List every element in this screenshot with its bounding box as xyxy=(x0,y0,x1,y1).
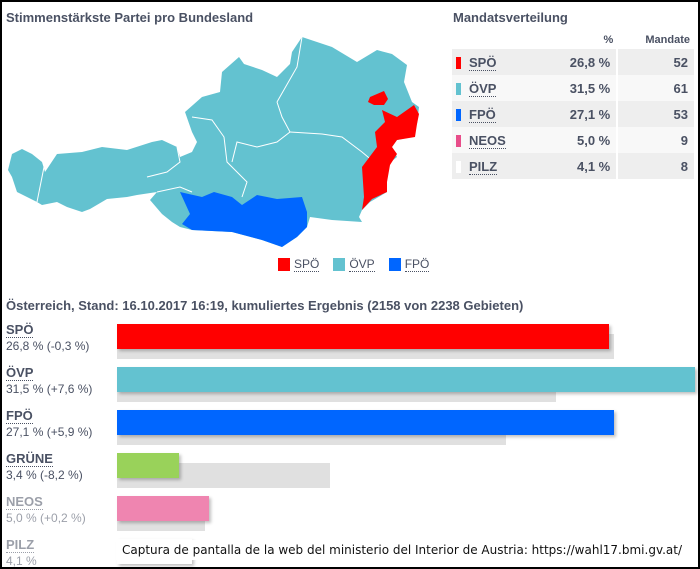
party-color-marker xyxy=(456,57,461,70)
party-name[interactable]: NEOS xyxy=(6,494,43,510)
result-bar[interactable] xyxy=(117,410,615,435)
mandate-row: NEOS 5,0 % 9 xyxy=(452,127,694,153)
result-row: ÖVP 31,5 % (+7,6 %) xyxy=(2,365,698,408)
legend-label[interactable]: FPÖ xyxy=(404,257,430,272)
region-fpoe[interactable] xyxy=(180,192,307,247)
party-seats: 61 xyxy=(617,75,694,101)
party-percent: 31,5 % xyxy=(539,75,619,101)
mandate-row: ÖVP 31,5 % 61 xyxy=(452,75,694,101)
party-result: 26,8 % (-0,3 %) xyxy=(6,339,90,353)
map-title: Stimmenstärkste Partei pro Bundesland xyxy=(6,10,254,25)
party-color-marker xyxy=(456,135,461,148)
party-name[interactable]: SPÖ xyxy=(6,322,34,338)
party-percent: 4,1 % xyxy=(539,153,619,179)
party-result: 27,1 % (+5,9 %) xyxy=(6,425,93,439)
result-bar[interactable] xyxy=(117,367,695,392)
legend-label[interactable]: ÖVP xyxy=(349,257,375,272)
party-name[interactable]: ÖVP xyxy=(6,365,34,381)
result-bar[interactable] xyxy=(117,453,180,478)
col-header: Mandate xyxy=(645,34,690,46)
result-row: SPÖ 26,8 % (-0,3 %) xyxy=(2,322,698,365)
mandate-row: PILZ 4,1 % 8 xyxy=(452,153,694,179)
result-row: NEOS 5,0 % (+0,2 %) xyxy=(2,494,698,537)
caption: Captura de pantalla de la web del minist… xyxy=(116,540,689,560)
party-name[interactable]: PILZ xyxy=(6,537,35,553)
legend-label[interactable]: SPÖ xyxy=(294,257,320,272)
result-row: FPÖ 27,1 % (+5,9 %) xyxy=(2,408,698,451)
party-color-marker xyxy=(456,109,461,122)
region-spoe-burgenland[interactable] xyxy=(362,105,419,210)
party-name[interactable]: GRÜNE xyxy=(6,451,53,467)
map-legend: SPÖ ÖVP FPÖ xyxy=(278,257,430,272)
party-link[interactable]: SPÖ xyxy=(469,54,497,71)
party-result: 5,0 % (+0,2 %) xyxy=(6,511,86,525)
party-result: 4,1 % xyxy=(6,554,37,567)
mandate-row: SPÖ 26,8 % 52 xyxy=(452,49,694,75)
party-seats: 53 xyxy=(617,101,694,127)
region-spoe-wien[interactable] xyxy=(368,91,388,105)
legend-swatch-spoe xyxy=(278,258,290,271)
mandate-row: FPÖ 27,1 % 53 xyxy=(452,101,694,127)
mandate-title: Mandatsverteilung xyxy=(453,10,568,25)
results-title: Österreich, Stand: 16.10.2017 16:19, kum… xyxy=(6,298,524,313)
party-link[interactable]: NEOS xyxy=(469,132,506,149)
region-oevp[interactable] xyxy=(8,37,419,247)
party-seats: 8 xyxy=(617,153,694,179)
col-header xyxy=(452,32,539,49)
party-link[interactable]: FPÖ xyxy=(469,106,496,123)
col-header: % xyxy=(603,34,614,46)
party-percent: 27,1 % xyxy=(539,101,619,127)
result-bar[interactable] xyxy=(117,324,609,349)
result-row: GRÜNE 3,4 % (-8,2 %) xyxy=(2,451,698,494)
party-color-marker xyxy=(456,83,461,96)
legend-swatch-fpoe xyxy=(388,258,401,271)
party-name[interactable]: FPÖ xyxy=(6,408,33,424)
party-link[interactable]: PILZ xyxy=(469,158,498,175)
result-bar[interactable] xyxy=(117,496,209,521)
legend-swatch-oevp xyxy=(333,258,346,271)
party-percent: 26,8 % xyxy=(539,49,619,75)
party-percent: 5,0 % xyxy=(539,127,619,153)
party-seats: 9 xyxy=(617,127,694,153)
party-color-marker xyxy=(456,161,461,174)
mandate-table: % Mandate SPÖ 26,8 % 52 ÖVP 31,5 % 61 FPÖ 27,1 %… xyxy=(452,32,694,179)
party-seats: 52 xyxy=(617,49,694,75)
party-result: 31,5 % (+7,6 %) xyxy=(6,382,93,396)
state-borders xyxy=(36,36,375,203)
austria-map xyxy=(8,36,419,247)
party-link[interactable]: ÖVP xyxy=(469,80,497,97)
party-result: 3,4 % (-8,2 %) xyxy=(6,468,83,482)
